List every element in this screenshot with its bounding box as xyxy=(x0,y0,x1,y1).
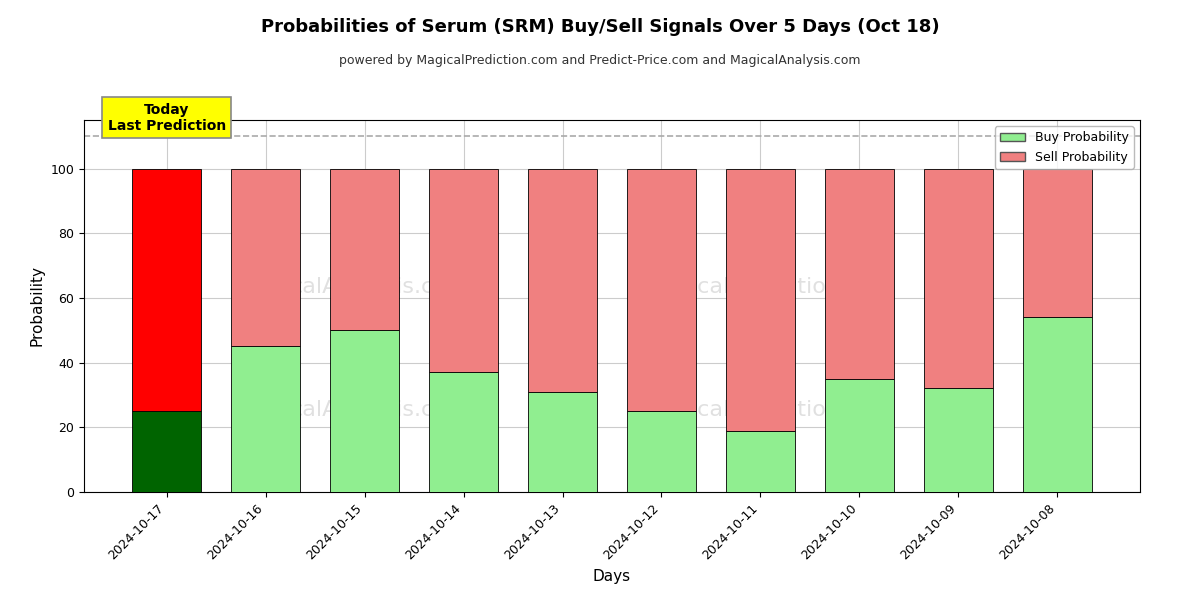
Y-axis label: Probability: Probability xyxy=(30,265,44,346)
Bar xyxy=(230,346,300,492)
Bar xyxy=(132,169,202,411)
Bar xyxy=(330,169,400,330)
Bar xyxy=(924,169,994,388)
Text: Probabilities of Serum (SRM) Buy/Sell Signals Over 5 Days (Oct 18): Probabilities of Serum (SRM) Buy/Sell Si… xyxy=(260,18,940,36)
Bar xyxy=(924,388,994,492)
Text: MagicalPrediction.com: MagicalPrediction.com xyxy=(646,400,895,420)
Bar xyxy=(824,379,894,492)
Bar xyxy=(626,411,696,492)
X-axis label: Days: Days xyxy=(593,569,631,584)
Bar xyxy=(428,169,498,373)
Bar xyxy=(428,373,498,492)
Bar xyxy=(528,392,598,492)
Bar xyxy=(1022,317,1092,492)
Legend: Buy Probability, Sell Probability: Buy Probability, Sell Probability xyxy=(995,126,1134,169)
Bar xyxy=(726,431,796,492)
Bar xyxy=(132,411,202,492)
Text: powered by MagicalPrediction.com and Predict-Price.com and MagicalAnalysis.com: powered by MagicalPrediction.com and Pre… xyxy=(340,54,860,67)
Bar xyxy=(626,169,696,411)
Bar xyxy=(528,169,598,392)
Text: calAnalysis.com: calAnalysis.com xyxy=(290,277,469,298)
Bar xyxy=(824,169,894,379)
Text: MagicalPrediction.com: MagicalPrediction.com xyxy=(646,277,895,298)
Text: Today
Last Prediction: Today Last Prediction xyxy=(108,103,226,133)
Bar xyxy=(230,169,300,346)
Bar xyxy=(330,330,400,492)
Bar xyxy=(726,169,796,431)
Text: calAnalysis.com: calAnalysis.com xyxy=(290,400,469,420)
Bar xyxy=(1022,169,1092,317)
